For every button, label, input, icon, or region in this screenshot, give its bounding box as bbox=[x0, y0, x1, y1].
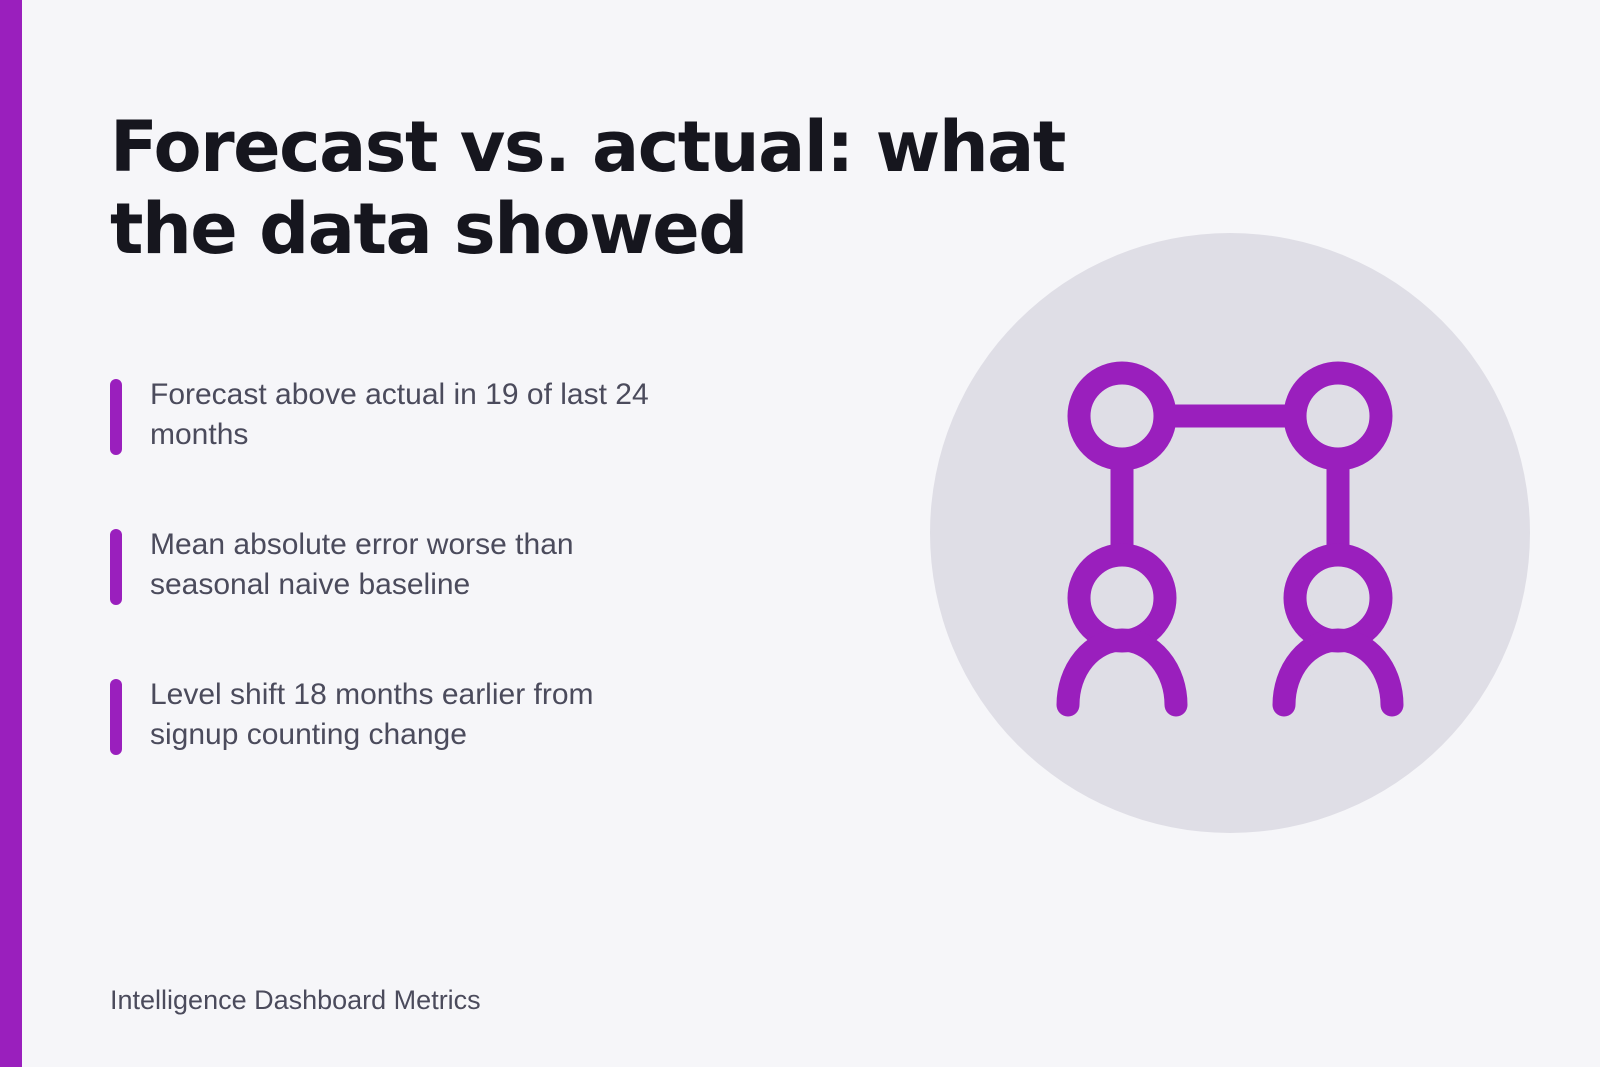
bullet-item: Level shift 18 months earlier from signu… bbox=[110, 678, 670, 829]
bullet-item: Mean absolute error worse than seasonal … bbox=[110, 528, 670, 679]
bullet-text: Forecast above actual in 19 of last 24 m… bbox=[150, 378, 649, 451]
left-accent-bar bbox=[0, 0, 22, 1067]
bullet-marker bbox=[110, 379, 122, 455]
bullet-marker bbox=[110, 529, 122, 605]
bullet-marker bbox=[110, 679, 122, 755]
illustration-background-circle bbox=[930, 233, 1530, 833]
bullet-text: Mean absolute error worse than seasonal … bbox=[150, 528, 574, 601]
bullet-text: Level shift 18 months earlier from signu… bbox=[150, 678, 594, 751]
illustration bbox=[930, 233, 1530, 833]
footer-text: Intelligence Dashboard Metrics bbox=[110, 985, 481, 1015]
connected-people-icon bbox=[1056, 361, 1404, 717]
bullet-item: Forecast above actual in 19 of last 24 m… bbox=[110, 378, 670, 529]
bullet-list: Forecast above actual in 19 of last 24 m… bbox=[110, 378, 670, 829]
slide-title: Forecast vs. actual: what the data showe… bbox=[110, 106, 1066, 270]
